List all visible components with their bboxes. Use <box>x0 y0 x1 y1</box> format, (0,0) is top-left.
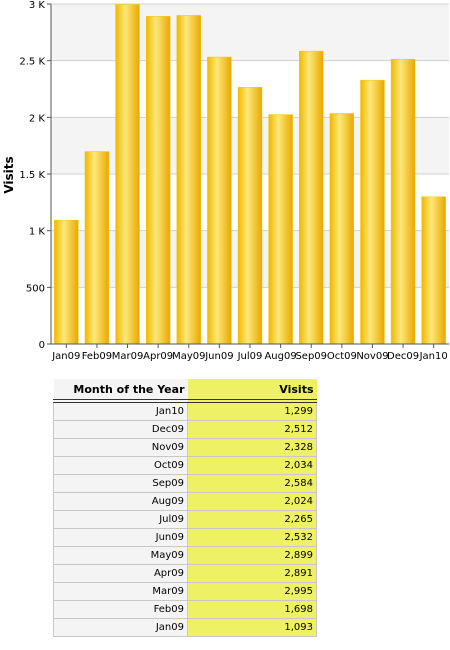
table-row: Aug09 2,024 <box>53 492 317 511</box>
y-tick-label: 2.5 K <box>19 57 45 68</box>
x-tick-label: Jan09 <box>51 351 80 362</box>
bar-jan10[interactable] <box>421 196 446 345</box>
table-row: Jan10 1,299 <box>53 401 317 421</box>
grid-band <box>51 4 449 61</box>
x-tick-label: Oct09 <box>327 351 357 362</box>
x-tick-label: Mar09 <box>112 351 144 362</box>
cell-month: Oct09 <box>53 456 188 475</box>
cell-month: Dec09 <box>53 420 188 439</box>
y-axis-label: Visits <box>2 156 16 193</box>
table-row: Nov09 2,328 <box>53 438 317 457</box>
cell-visits: 2,034 <box>187 456 317 475</box>
cell-month: Jan09 <box>53 618 188 637</box>
cell-visits: 1,299 <box>187 401 317 421</box>
cell-visits: 2,891 <box>187 564 317 583</box>
column-header-visits: Visits <box>187 379 317 403</box>
x-tick-label: Aug09 <box>264 351 296 362</box>
table-header-row: Month of the Year Visits <box>53 379 317 403</box>
x-tick-label: Nov09 <box>356 351 388 362</box>
cell-month: Sep09 <box>53 474 188 493</box>
bar-dec09[interactable] <box>390 59 416 345</box>
table-row: Dec09 2,512 <box>53 420 317 439</box>
cell-month: Jan10 <box>53 401 188 421</box>
cell-visits: 1,698 <box>187 600 317 619</box>
cell-visits: 2,532 <box>187 528 317 547</box>
cell-visits: 2,584 <box>187 474 317 493</box>
table-row: Jul09 2,265 <box>53 510 317 529</box>
table-row: Apr09 2,891 <box>53 564 317 583</box>
bar-chart: 0 500 1 K 1.5 K 2 K 2.5 K 3 K Jan09 Feb09 Mar09 Ap… <box>2 0 449 362</box>
table-row: Oct09 2,034 <box>53 456 317 475</box>
x-tick-label: Apr09 <box>143 351 173 362</box>
cell-month: Mar09 <box>53 582 188 601</box>
x-tick-label: Jul09 <box>237 351 263 362</box>
bar-jul09[interactable] <box>237 87 263 345</box>
cell-visits: 2,899 <box>187 546 317 565</box>
x-tick-label: Dec09 <box>387 351 419 362</box>
cell-month: Jun09 <box>53 528 188 547</box>
cell-visits: 2,512 <box>187 420 317 439</box>
cell-month: Jul09 <box>53 510 188 529</box>
column-header-month: Month of the Year <box>53 379 188 403</box>
bar-aug09[interactable] <box>268 114 293 345</box>
cell-month: May09 <box>53 546 188 565</box>
table-row: Sep09 2,584 <box>53 474 317 493</box>
cell-visits: 2,265 <box>187 510 317 529</box>
table-row: Jun09 2,532 <box>53 528 317 547</box>
bar-jan09[interactable] <box>54 219 79 345</box>
bar-mar09[interactable] <box>115 4 140 345</box>
data-table: Month of the Year Visits Jan10 1,299 Dec09… <box>53 379 317 637</box>
y-tick-label: 3 K <box>29 0 46 11</box>
cell-visits: 2,024 <box>187 492 317 511</box>
cell-visits: 2,328 <box>187 438 317 457</box>
bar-nov09[interactable] <box>360 79 385 345</box>
cell-month: Aug09 <box>53 492 188 511</box>
table-row: May09 2,899 <box>53 546 317 565</box>
bar-sep09[interactable] <box>299 50 324 345</box>
x-tick-label: May09 <box>172 351 205 362</box>
cell-visits: 1,093 <box>187 618 317 637</box>
y-tick-label: 0 <box>39 340 45 351</box>
y-tick-label: 500 <box>26 283 45 294</box>
y-tick-label: 2 K <box>29 113 46 124</box>
y-tick-label: 1 K <box>29 227 46 238</box>
x-tick-label: Feb09 <box>82 351 112 362</box>
bar-apr09[interactable] <box>145 16 171 345</box>
x-tick-label: Sep09 <box>295 351 327 362</box>
cell-month: Feb09 <box>53 600 188 619</box>
table-row: Feb09 1,698 <box>53 600 317 619</box>
x-tick-label: Jan10 <box>419 351 448 362</box>
bar-may09[interactable] <box>176 15 201 345</box>
x-tick-label: Jun09 <box>204 351 233 362</box>
y-tick-label: 1.5 K <box>19 170 45 181</box>
table-row: Jan09 1,093 <box>53 618 317 637</box>
cell-month: Nov09 <box>53 438 188 457</box>
bar-feb09[interactable] <box>84 151 110 345</box>
cell-month: Apr09 <box>53 564 188 583</box>
bar-oct09[interactable] <box>329 113 355 345</box>
table-row: Mar09 2,995 <box>53 582 317 601</box>
cell-visits: 2,995 <box>187 582 317 601</box>
bar-jun09[interactable] <box>207 56 232 345</box>
